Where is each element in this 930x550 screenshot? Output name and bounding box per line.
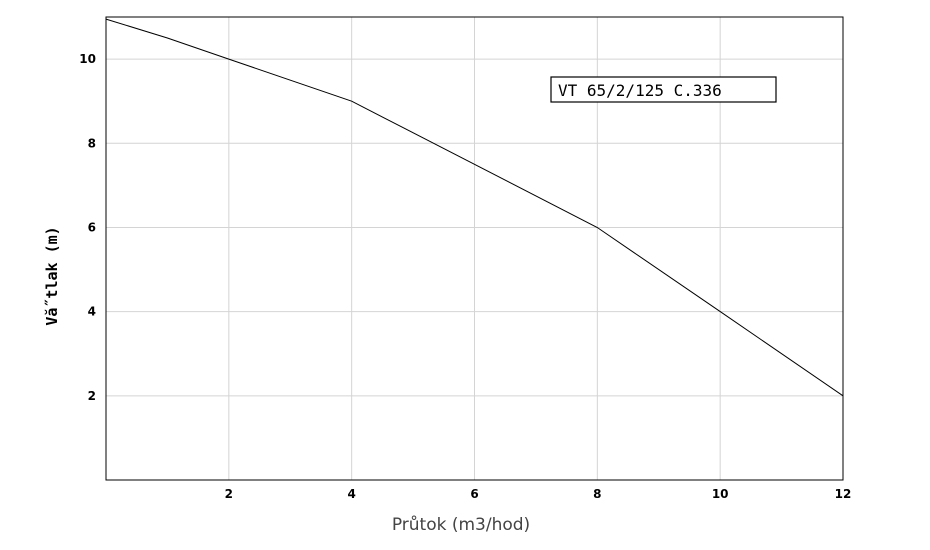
y-tick-10: 10 [79, 52, 96, 66]
y-tick-6: 6 [88, 220, 96, 234]
legend-series-name: VT 65/2/125 C.336 [558, 81, 722, 100]
x-tick-4: 4 [347, 487, 355, 501]
y-tick-labels: 2 4 6 8 10 [79, 52, 96, 403]
x-tick-12: 12 [835, 487, 852, 501]
y-tick-8: 8 [88, 136, 96, 150]
x-tick-8: 8 [593, 487, 601, 501]
y-axis-label: Vă˝tlak (m) [43, 226, 61, 325]
plot-frame [105, 16, 844, 481]
legend-box [550, 76, 777, 103]
legend: VT 65/2/125 C.336 [550, 76, 777, 103]
x-tick-2: 2 [225, 487, 233, 501]
x-tick-labels: 2 4 6 8 10 12 [225, 487, 852, 501]
y-tick-4: 4 [88, 305, 96, 319]
x-tick-10: 10 [712, 487, 729, 501]
x-tick-6: 6 [470, 487, 478, 501]
series-lines [105, 18, 844, 397]
x-axis-label: Průtok (m3/hod) [392, 515, 530, 535]
y-tick-2: 2 [88, 389, 96, 403]
series-line-0 [105, 18, 844, 397]
